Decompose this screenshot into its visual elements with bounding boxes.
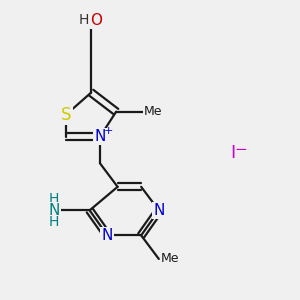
Text: Me: Me xyxy=(144,105,163,118)
Text: N: N xyxy=(153,203,164,218)
Text: O: O xyxy=(90,13,102,28)
Text: N: N xyxy=(49,203,60,218)
Text: Me: Me xyxy=(160,252,179,266)
Text: +: + xyxy=(104,126,113,136)
Text: H: H xyxy=(49,192,59,206)
Text: H: H xyxy=(49,215,59,229)
Text: I: I xyxy=(230,144,235,162)
Text: H: H xyxy=(79,14,89,27)
Text: N: N xyxy=(102,228,113,243)
Text: S: S xyxy=(61,106,71,124)
Text: −: − xyxy=(234,142,247,158)
Text: N: N xyxy=(94,129,106,144)
